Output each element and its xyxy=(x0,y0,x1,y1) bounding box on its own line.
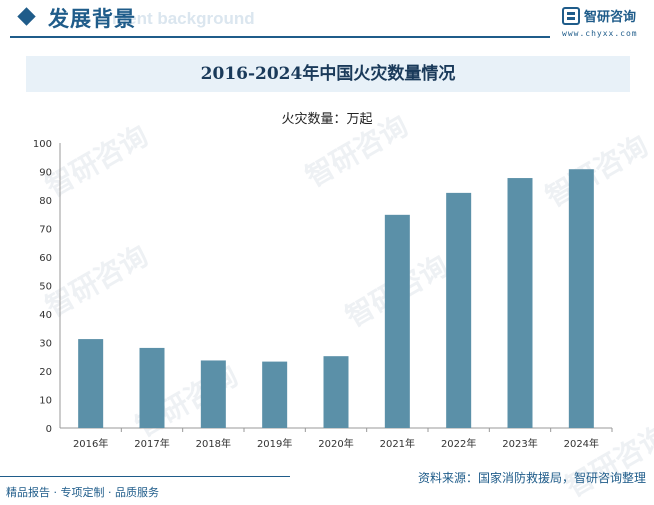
y-tick-label: 80 xyxy=(39,196,52,207)
series-label: 火灾数量：万起 xyxy=(281,112,373,127)
y-tick-label: 70 xyxy=(39,225,52,236)
x-tick-label: 2019年 xyxy=(257,437,292,450)
y-tick-label: 100 xyxy=(33,139,52,150)
bar xyxy=(78,339,104,428)
section-title-en: ment background xyxy=(112,9,255,28)
chart-title: 2016-2024年中国火灾数量情况 xyxy=(200,64,456,84)
section-title: 发展背景 xyxy=(48,7,136,31)
y-tick-label: 10 xyxy=(39,396,52,407)
x-tick-label: 2020年 xyxy=(318,437,353,450)
y-tick-label: 90 xyxy=(39,168,52,179)
x-tick-label: 2016年 xyxy=(73,437,108,450)
footer-source: 资料来源：国家消防救援局，智研咨询整理 xyxy=(417,471,646,485)
brand-url: www.chyxx.com xyxy=(562,29,638,38)
x-tick-label: 2023年 xyxy=(502,437,537,450)
y-tick-label: 0 xyxy=(46,424,52,435)
x-tick-label: 2018年 xyxy=(196,437,231,450)
chart-title-band: 2016-2024年中国火灾数量情况 xyxy=(26,56,630,92)
bar xyxy=(200,360,226,428)
x-tick-label: 2022年 xyxy=(441,437,476,450)
page-header: ment background 发展背景 智研咨询 www.chyxx.com xyxy=(0,0,654,42)
header-divider xyxy=(10,36,550,38)
y-tick-label: 20 xyxy=(39,367,52,378)
bar xyxy=(262,361,288,428)
bar xyxy=(507,178,533,428)
bar xyxy=(384,214,410,428)
bar xyxy=(568,169,594,428)
brand-logo-icon xyxy=(562,7,580,25)
bar xyxy=(446,192,472,428)
footer-tagline: 精品报告 · 专项定制 · 品质服务 xyxy=(6,486,159,499)
y-tick-label: 30 xyxy=(39,339,52,350)
y-tick-label: 60 xyxy=(39,253,52,264)
bar xyxy=(139,347,165,428)
x-tick-label: 2017年 xyxy=(134,437,169,450)
y-tick-label: 40 xyxy=(39,310,52,321)
x-tick-label: 2024年 xyxy=(564,437,599,450)
x-tick-label: 2021年 xyxy=(380,437,415,450)
y-tick-label: 50 xyxy=(39,282,52,293)
brand-name: 智研咨询 xyxy=(584,10,637,25)
bar xyxy=(323,356,349,428)
footer-divider xyxy=(0,476,290,477)
brand: 智研咨询 www.chyxx.com xyxy=(562,5,652,38)
